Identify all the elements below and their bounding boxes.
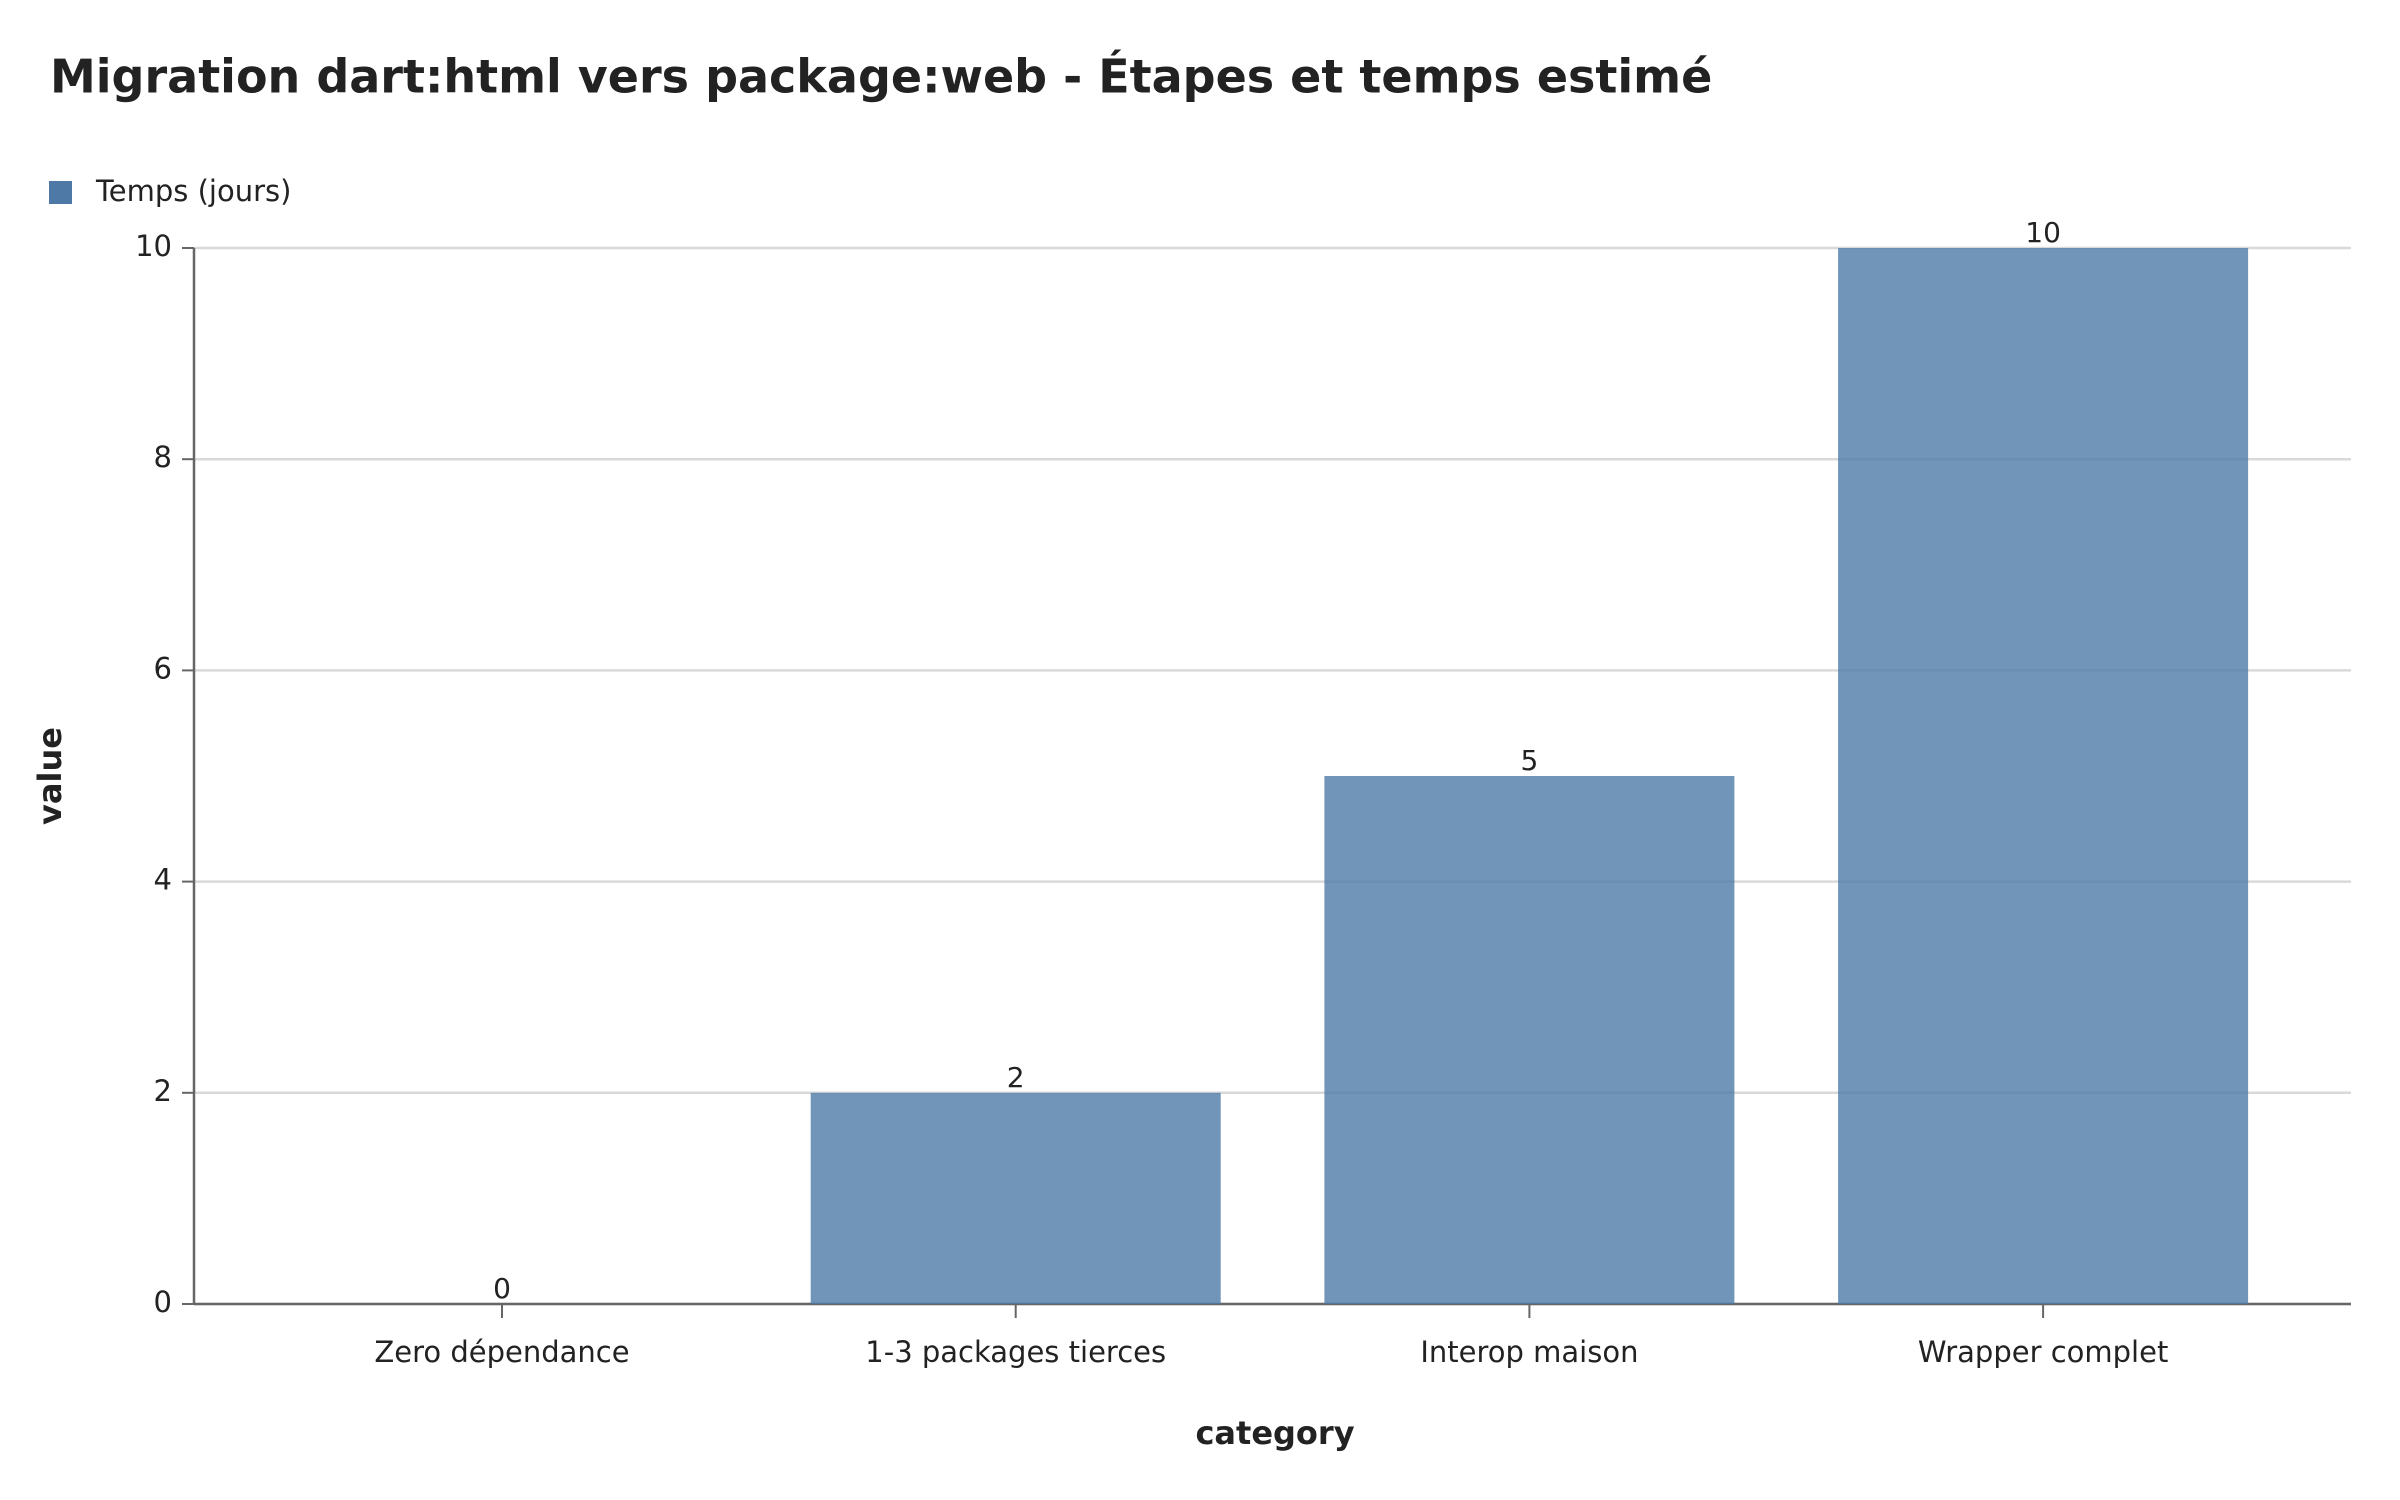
x-tick-label: Interop maison [1420,1335,1638,1369]
y-tick-label: 2 [154,1074,172,1108]
y-axis-label: value [31,727,69,825]
x-tick-label: Zero dépendance [374,1335,629,1369]
value-label: 0 [493,1272,511,1305]
y-tick-label: 10 [135,229,172,263]
x-axis-label: category [1195,1414,1354,1452]
value-label: 10 [2025,216,2061,249]
y-tick-label: 4 [154,863,172,897]
x-tick-label: Wrapper complet [1918,1335,2168,1369]
legend-swatch [49,181,72,204]
bar [1838,248,2249,1304]
bar [1324,776,1735,1304]
y-tick-label: 8 [154,440,172,474]
value-label: 2 [1007,1061,1025,1094]
legend-label: Temps (jours) [95,174,291,208]
chart-title: Migration dart:html vers package:web - É… [50,50,1712,104]
x-tick-label: 1-3 packages tierces [865,1335,1166,1369]
value-label: 5 [1520,744,1538,777]
y-tick-label: 6 [154,651,172,685]
bar [810,1092,1221,1304]
y-tick-label: 0 [154,1285,172,1319]
